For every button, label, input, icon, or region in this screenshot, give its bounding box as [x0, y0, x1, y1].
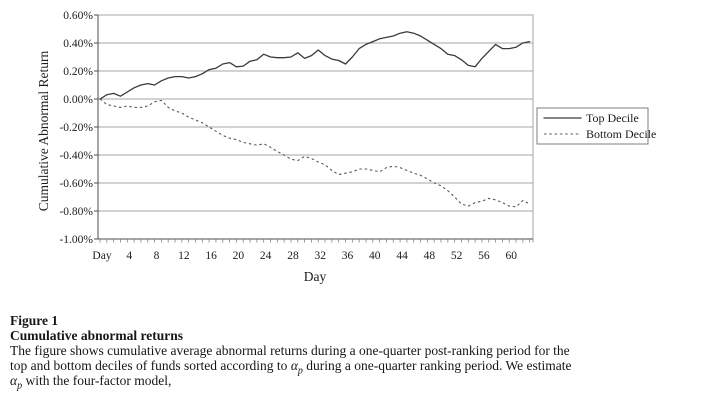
- caption-line-1: The figure shows cumulative average abno…: [10, 343, 710, 358]
- legend: Top Decile Bottom Decile: [536, 107, 656, 145]
- caption-line-1-text: The figure shows cumulative average abno…: [10, 343, 570, 358]
- x-tick-label: 48: [424, 250, 436, 262]
- figure-chart-area: 0.60% 0.40% 0.20% 0.00% -0.20% -0.40% -0.60% -0…: [36, 10, 656, 284]
- cumulative-abnormal-return-chart: 0.60% 0.40% 0.20% 0.00% -0.20% -0.40% -0.60% -0…: [36, 10, 656, 284]
- y-tick-label: -1.00%: [59, 234, 93, 246]
- x-tick-label: 20: [233, 250, 245, 262]
- y-tick-label: -0.20%: [59, 122, 93, 134]
- x-tick-label: Day: [92, 250, 111, 262]
- x-axis-title: Day: [304, 269, 327, 284]
- y-tick-label: -0.40%: [59, 150, 93, 162]
- x-tick-label: 8: [154, 250, 160, 262]
- y-axis-title: Cumulative Abnormal Return: [36, 51, 51, 212]
- x-tick-label: 16: [205, 250, 217, 262]
- caption-line-3: αp with the four-factor model,: [10, 373, 710, 391]
- figure-caption: Figure 1 Cumulative abnormal returns The…: [10, 313, 710, 391]
- x-tick-label: 60: [505, 250, 517, 262]
- alpha-subscript-2: p: [17, 380, 23, 392]
- tick-labels-layer: 0.60% 0.40% 0.20% 0.00% -0.20% -0.40% -0.60% -0…: [59, 10, 517, 262]
- caption-line-2-text-post: during a one-quarter ranking period. We …: [302, 358, 572, 373]
- alpha-p-symbol-2: αp: [10, 373, 22, 391]
- x-tick-label: 52: [451, 250, 463, 262]
- x-tick-label: 44: [396, 250, 408, 262]
- x-tick-label: 12: [178, 250, 190, 262]
- alpha-subscript: p: [297, 365, 303, 377]
- top-decile-line: [99, 31, 531, 100]
- y-tick-label: 0.20%: [63, 66, 93, 78]
- caption-line-2: top and bottom deciles of funds sorted a…: [10, 358, 710, 376]
- x-tick-label: 36: [342, 250, 354, 262]
- alpha-char-2: α: [10, 373, 18, 388]
- figure-title: Cumulative abnormal returns: [10, 328, 184, 343]
- x-tick-label: 24: [260, 250, 272, 262]
- alpha-p-symbol: αp: [290, 358, 303, 376]
- caption-line-3-text: with the four-factor model,: [22, 373, 172, 388]
- y-tick-label: -0.80%: [59, 206, 93, 218]
- x-tick-label: 32: [314, 250, 326, 262]
- ticks-layer: [94, 14, 534, 243]
- y-tick-label: -0.60%: [59, 178, 93, 190]
- bottom-decile-line: [99, 98, 530, 208]
- alpha-char: α: [290, 358, 298, 373]
- x-tick-label: 56: [478, 250, 490, 262]
- x-tick-label: 28: [287, 250, 299, 262]
- caption-line-2-text: top and bottom deciles of funds sorted a…: [10, 358, 291, 373]
- y-tick-label: 0.40%: [63, 38, 93, 50]
- figure-label: Figure 1: [10, 313, 59, 328]
- legend-box: [536, 107, 649, 145]
- x-tick-label: 40: [369, 250, 381, 262]
- legend-label-bottom-decile: Bottom Decile: [586, 127, 656, 141]
- legend-label-top-decile: Top Decile: [586, 111, 639, 125]
- y-tick-label: 0.60%: [63, 10, 93, 22]
- gridlines-layer: [98, 42, 533, 212]
- y-tick-label: 0.00%: [63, 94, 93, 106]
- x-tick-label: 4: [126, 250, 132, 262]
